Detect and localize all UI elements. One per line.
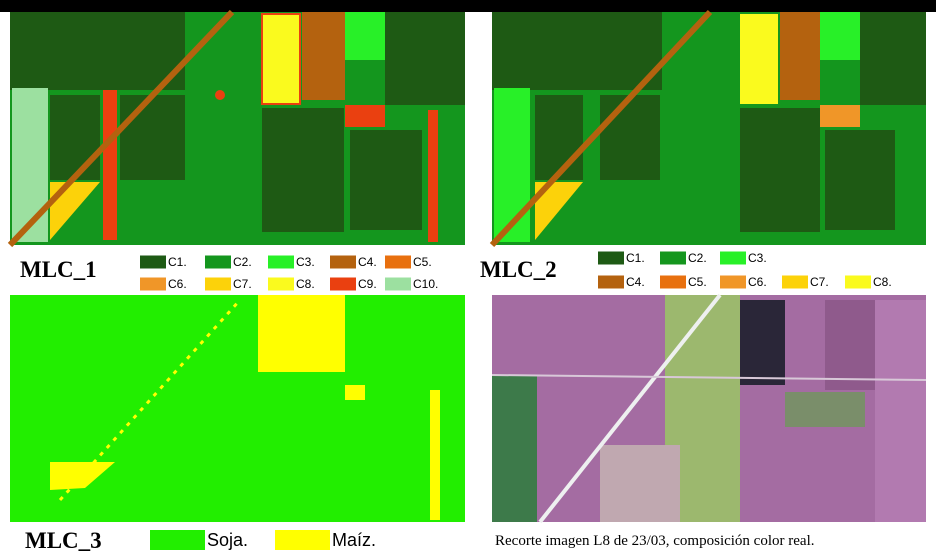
map-mlc2 bbox=[492, 12, 926, 245]
legend-label: Maíz. bbox=[332, 530, 376, 550]
legend-swatch bbox=[660, 252, 686, 265]
legend-swatch bbox=[782, 276, 808, 289]
legend-label: C3. bbox=[748, 251, 767, 265]
legend-swatch bbox=[598, 252, 624, 265]
legend-label: C9. bbox=[358, 277, 377, 291]
legend-swatch bbox=[268, 278, 294, 291]
legend-label: C2. bbox=[233, 255, 252, 269]
legend-label: C4. bbox=[358, 255, 377, 269]
satellite-image bbox=[492, 295, 926, 522]
legend-swatch bbox=[720, 252, 746, 265]
legend-swatch bbox=[330, 278, 356, 291]
legend-swatch bbox=[845, 276, 871, 289]
legend-label: C7. bbox=[233, 277, 252, 291]
page: Recorte imagen L8 de 23/03, composición … bbox=[0, 0, 936, 553]
legend-label: C8. bbox=[296, 277, 315, 291]
legend-swatch bbox=[720, 276, 746, 289]
legend-label: C5. bbox=[413, 255, 432, 269]
legend-label: C3. bbox=[296, 255, 315, 269]
legend-label: Soja. bbox=[207, 530, 248, 550]
legend-swatch bbox=[275, 530, 330, 550]
legend-label: C6. bbox=[168, 277, 187, 291]
panel-label: MLC_2 bbox=[480, 257, 557, 282]
legend-swatch bbox=[268, 256, 294, 269]
legend-label: C4. bbox=[626, 275, 645, 289]
legend-swatch bbox=[140, 256, 166, 269]
legend-label: C10. bbox=[413, 277, 438, 291]
legend-label: C6. bbox=[748, 275, 767, 289]
legend-label: C1. bbox=[626, 251, 645, 265]
legend-label: C7. bbox=[810, 275, 829, 289]
panel-label: MLC_3 bbox=[25, 528, 102, 553]
legend-swatch bbox=[205, 278, 231, 291]
legend-swatch bbox=[140, 278, 166, 291]
legend-swatch bbox=[385, 256, 411, 269]
legend-label: C2. bbox=[688, 251, 707, 265]
legend-swatch bbox=[385, 278, 411, 291]
map-mlc1 bbox=[10, 12, 465, 245]
figure: Recorte imagen L8 de 23/03, composición … bbox=[0, 0, 936, 553]
legend-label: C5. bbox=[688, 275, 707, 289]
legend-label: C8. bbox=[873, 275, 892, 289]
legend-swatch bbox=[150, 530, 205, 550]
legend-swatch bbox=[205, 256, 231, 269]
legend-swatch bbox=[598, 276, 624, 289]
caption: Recorte imagen L8 de 23/03, composición … bbox=[495, 533, 814, 549]
legend-swatch bbox=[330, 256, 356, 269]
map-mlc3 bbox=[10, 295, 465, 522]
top-bar bbox=[0, 0, 936, 12]
legend-label: C1. bbox=[168, 255, 187, 269]
panel-label: MLC_1 bbox=[20, 257, 97, 282]
legend-swatch bbox=[660, 276, 686, 289]
